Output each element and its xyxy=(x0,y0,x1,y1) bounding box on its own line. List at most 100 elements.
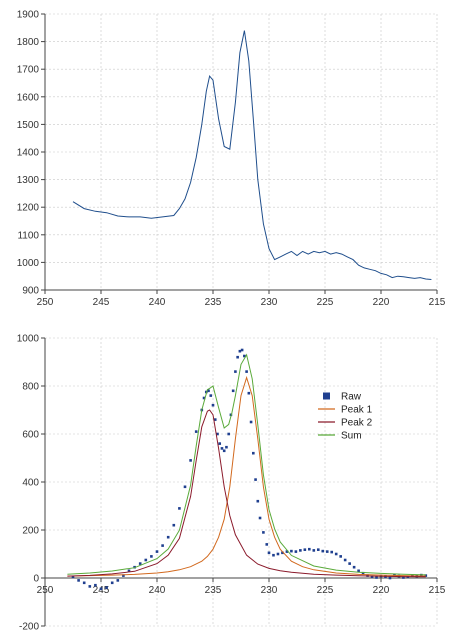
legend-label-peak-2: Peak 2 xyxy=(341,418,373,429)
raw-point-66 xyxy=(330,550,334,554)
raw-point-39 xyxy=(236,355,239,359)
raw-point-73 xyxy=(361,571,365,575)
series-line-peak-1 xyxy=(67,375,426,577)
raw-point-46 xyxy=(252,451,255,455)
series-line-spectrum xyxy=(72,30,432,280)
raw-point-5 xyxy=(99,587,103,591)
raw-point-32 xyxy=(220,447,224,450)
raw-point-62 xyxy=(312,549,316,552)
x-tick-label-0-2: 240 xyxy=(149,297,166,308)
raw-point-30 xyxy=(216,432,219,436)
raw-point-35 xyxy=(227,432,230,436)
raw-point-58 xyxy=(294,550,298,553)
y-tick-label-0-0: 900 xyxy=(22,286,39,297)
raw-point-63 xyxy=(316,548,320,551)
x-tick-label-1-0: 250 xyxy=(37,585,54,596)
y-tick-label-1-3: 400 xyxy=(22,478,39,489)
raw-point-3 xyxy=(88,585,92,588)
x-tick-label-1-5: 225 xyxy=(317,585,334,596)
raw-point-55 xyxy=(281,551,284,555)
series-line-peak-2 xyxy=(67,409,426,578)
raw-point-76 xyxy=(375,576,378,579)
raw-point-43 xyxy=(245,370,248,373)
raw-point-19 xyxy=(178,507,181,510)
raw-point-9 xyxy=(122,574,125,577)
raw-point-75 xyxy=(370,575,374,579)
raw-point-57 xyxy=(290,549,293,553)
x-tick-label-0-6: 220 xyxy=(373,297,390,308)
y-tick-label-0-8: 1700 xyxy=(17,65,40,76)
chart-bottom-peak-fit: 250 245 240 235 230 225 220 215 -200 0 200 400 600 80… xyxy=(17,334,446,633)
x-tick-label-0-1: 245 xyxy=(93,297,110,308)
raw-point-45 xyxy=(249,420,253,424)
y-tick-label-0-1: 1000 xyxy=(17,258,40,269)
raw-point-60 xyxy=(303,548,307,551)
raw-point-4 xyxy=(94,583,97,587)
raw-point-48 xyxy=(256,499,260,503)
x-tick-label-1-6: 220 xyxy=(373,585,390,596)
raw-point-50 xyxy=(262,531,265,534)
raw-point-22 xyxy=(194,430,198,433)
x-tick-label-1-3: 235 xyxy=(205,585,222,596)
y-tick-label-0-3: 1200 xyxy=(17,203,40,214)
chart-top-raw-spectrum: 250 245 240 235 230 225 220 215 900 1000 1100 1200 1… xyxy=(17,10,446,309)
raw-point-13 xyxy=(144,558,148,562)
x-tick-label-0-5: 225 xyxy=(317,297,334,308)
raw-point-34 xyxy=(225,445,228,449)
raw-point-29 xyxy=(213,418,217,421)
y-tick-label-1-5: 800 xyxy=(22,382,39,393)
raw-point-31 xyxy=(218,442,222,445)
raw-point-37 xyxy=(231,389,235,393)
legend-label-sum: Sum xyxy=(341,431,362,442)
legend-label-peak-1: Peak 1 xyxy=(341,405,373,416)
y-tick-label-0-7: 1600 xyxy=(17,92,40,103)
legend-label-raw: Raw xyxy=(341,392,362,403)
x-tick-label-0-3: 235 xyxy=(205,297,222,308)
raw-point-24 xyxy=(202,396,206,400)
y-tick-label-0-2: 1100 xyxy=(17,230,39,241)
raw-point-70 xyxy=(348,562,351,565)
raw-point-0 xyxy=(71,575,75,579)
y-tick-label-1-2: 200 xyxy=(22,526,39,537)
raw-point-10 xyxy=(127,569,131,573)
x-tick-label-1-2: 240 xyxy=(149,585,166,596)
raw-point-42 xyxy=(243,354,246,358)
y-tick-label-0-10: 1900 xyxy=(17,10,40,21)
raw-point-47 xyxy=(254,478,257,481)
raw-point-54 xyxy=(276,552,280,556)
raw-point-67 xyxy=(334,552,338,556)
raw-point-82 xyxy=(402,576,405,579)
raw-point-12 xyxy=(138,562,142,565)
x-tick-label-1-4: 230 xyxy=(261,585,278,596)
raw-point-52 xyxy=(267,551,271,555)
raw-point-33 xyxy=(222,449,226,453)
raw-point-1 xyxy=(77,579,80,582)
x-tick-label-0-7: 215 xyxy=(429,297,446,308)
raw-point-40 xyxy=(238,349,242,353)
raw-point-16 xyxy=(161,544,164,547)
x-tick-label-0-0: 250 xyxy=(37,297,54,308)
raw-point-72 xyxy=(357,569,360,573)
raw-point-44 xyxy=(247,391,251,395)
y-tick-label-1-4: 600 xyxy=(22,430,39,441)
x-tick-label-1-1: 245 xyxy=(93,585,110,596)
raw-point-14 xyxy=(150,555,153,558)
raw-point-79 xyxy=(388,576,392,580)
raw-point-41 xyxy=(240,348,244,352)
raw-point-7 xyxy=(110,581,114,585)
raw-point-56 xyxy=(285,550,289,553)
raw-point-2 xyxy=(82,581,86,585)
y-tick-label-0-6: 1500 xyxy=(17,120,40,131)
raw-point-69 xyxy=(343,558,347,562)
raw-point-65 xyxy=(325,550,329,553)
raw-point-68 xyxy=(339,555,342,558)
raw-point-8 xyxy=(116,579,120,582)
raw-point-6 xyxy=(105,586,108,589)
y-tick-label-0-5: 1400 xyxy=(17,148,40,159)
raw-point-17 xyxy=(166,535,170,539)
y-tick-label-1-0: -200 xyxy=(19,622,39,633)
raw-point-49 xyxy=(258,516,262,520)
raw-point-61 xyxy=(308,547,311,551)
raw-point-38 xyxy=(234,370,237,373)
